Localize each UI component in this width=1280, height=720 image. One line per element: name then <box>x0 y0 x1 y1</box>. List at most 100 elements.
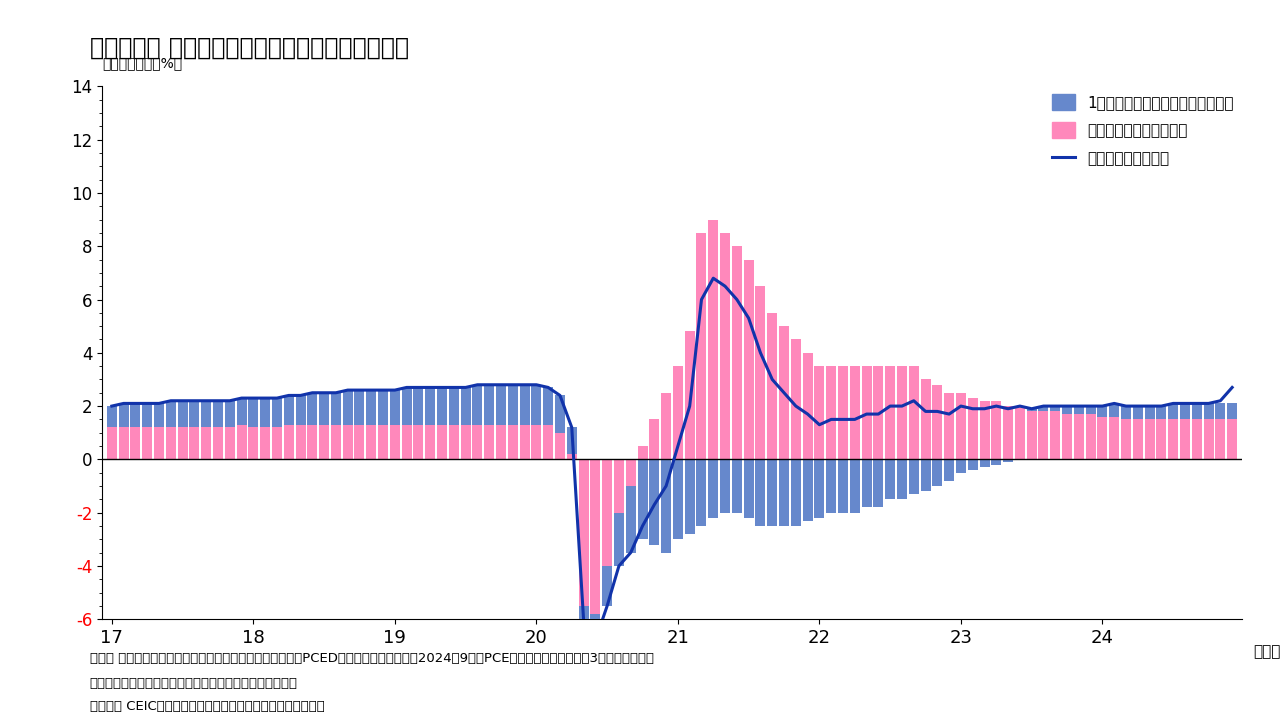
Bar <box>732 459 742 513</box>
Bar <box>850 366 860 459</box>
Bar <box>920 459 931 491</box>
Bar <box>886 459 895 500</box>
Bar <box>1133 419 1143 459</box>
Bar <box>1038 411 1048 459</box>
Bar <box>614 459 623 513</box>
Bar <box>319 425 329 459</box>
Bar <box>166 401 175 428</box>
Bar <box>119 403 128 428</box>
Bar <box>119 428 128 459</box>
Bar <box>495 425 506 459</box>
Bar <box>579 459 589 606</box>
Bar <box>378 390 388 425</box>
Bar <box>378 425 388 459</box>
Bar <box>106 428 116 459</box>
Bar <box>780 326 788 459</box>
Bar <box>873 459 883 508</box>
Bar <box>696 233 707 459</box>
Bar <box>343 425 353 459</box>
Bar <box>1228 403 1238 419</box>
Bar <box>803 459 813 521</box>
Bar <box>602 566 612 606</box>
Bar <box>1192 419 1202 459</box>
Bar <box>1015 406 1025 459</box>
Bar <box>131 428 141 459</box>
Bar <box>543 387 553 425</box>
Bar <box>307 425 317 459</box>
Bar <box>237 398 247 425</box>
Bar <box>637 446 648 459</box>
Bar <box>673 459 684 539</box>
Bar <box>685 331 695 459</box>
Bar <box>1027 411 1037 459</box>
Bar <box>248 428 259 459</box>
Bar <box>826 459 836 513</box>
Bar <box>1062 414 1073 459</box>
Bar <box>1038 406 1048 411</box>
Bar <box>390 390 399 425</box>
Bar <box>626 486 636 553</box>
Bar <box>260 398 270 428</box>
Bar <box>932 459 942 486</box>
Bar <box>366 425 376 459</box>
Bar <box>178 428 188 459</box>
Bar <box>979 401 989 459</box>
Bar <box>332 393 340 425</box>
Bar <box>556 433 564 459</box>
Bar <box>484 384 494 425</box>
Bar <box>461 425 471 459</box>
Bar <box>225 401 234 428</box>
Bar <box>201 401 211 428</box>
Bar <box>602 459 612 566</box>
Bar <box>708 459 718 518</box>
Bar <box>803 353 813 459</box>
Bar <box>637 459 648 539</box>
Bar <box>1180 419 1190 459</box>
Bar <box>1085 414 1096 459</box>
Bar <box>1216 403 1225 419</box>
Bar <box>271 398 282 428</box>
Bar <box>1051 411 1060 459</box>
Bar <box>1051 406 1060 411</box>
Bar <box>472 384 483 425</box>
Bar <box>956 393 966 459</box>
Bar <box>1074 414 1084 459</box>
Bar <box>355 425 365 459</box>
Bar <box>567 428 577 454</box>
Bar <box>543 425 553 459</box>
Bar <box>909 366 919 459</box>
Bar <box>332 425 340 459</box>
Bar <box>1169 403 1178 419</box>
Bar <box>343 390 353 425</box>
Bar <box>968 459 978 470</box>
Bar <box>673 366 684 459</box>
Bar <box>1110 417 1119 459</box>
Bar <box>791 459 801 526</box>
Bar <box>413 425 424 459</box>
Bar <box>791 340 801 459</box>
Bar <box>260 428 270 459</box>
Bar <box>744 459 754 518</box>
Bar <box>237 425 247 459</box>
Bar <box>850 459 860 513</box>
Bar <box>945 393 954 459</box>
Bar <box>721 233 730 459</box>
Bar <box>1156 419 1166 459</box>
Bar <box>1133 406 1143 419</box>
Bar <box>1203 419 1213 459</box>
Bar <box>402 425 412 459</box>
Bar <box>1085 406 1096 414</box>
Bar <box>814 459 824 518</box>
Bar <box>1062 406 1073 414</box>
Bar <box>956 459 966 472</box>
Bar <box>319 393 329 425</box>
Bar <box>767 312 777 459</box>
Bar <box>755 459 765 526</box>
Bar <box>212 428 223 459</box>
Bar <box>271 428 282 459</box>
Bar <box>508 384 518 425</box>
Bar <box>991 401 1001 459</box>
Bar <box>212 401 223 428</box>
Bar <box>531 384 541 425</box>
Bar <box>861 366 872 459</box>
